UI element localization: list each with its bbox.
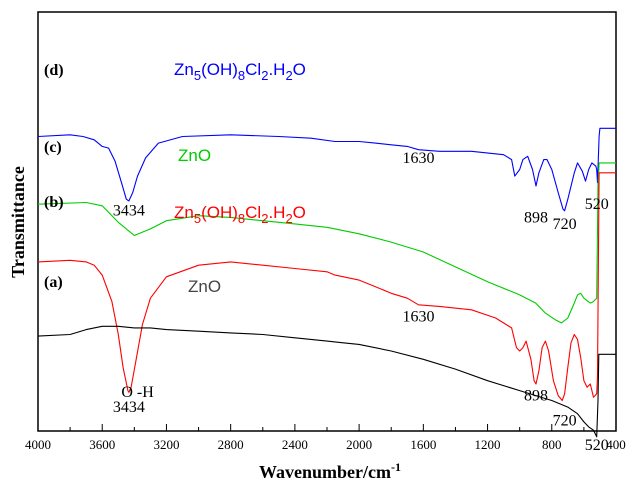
series-label-part: Cl (245, 203, 261, 222)
x-tick-label: 2400 (282, 437, 308, 452)
series-label: ZnO (178, 146, 211, 165)
series-label-part: Cl (245, 60, 261, 79)
series-line-1 (37, 162, 616, 324)
series-label-part: (OH) (201, 60, 238, 79)
series-label-part: 2 (285, 68, 292, 83)
series-label-part: O (293, 60, 306, 79)
series-label: Zn5(OH)8Cl2.H2O (174, 60, 306, 83)
x-axis-label-text: Wavenumber/cm (259, 462, 391, 482)
series-label-part: Zn (174, 60, 194, 79)
series-label-part: .H (268, 60, 285, 79)
series-label-part: .H (268, 203, 285, 222)
peak-label: 1630 (403, 150, 435, 167)
x-tick-label: 2800 (218, 437, 244, 452)
peak-label: 720 (553, 216, 577, 233)
x-axis-ticks: 4000 3600 3200 2800 2400 2000 1600 1200 800 400 (25, 424, 626, 452)
series-label: ZnO (188, 277, 221, 296)
peak-label: 720 (553, 412, 577, 429)
peak-label: O -H (121, 384, 154, 401)
series-label: Zn5(OH)8Cl2.H2O (174, 203, 306, 226)
x-tick-label: 400 (606, 437, 626, 452)
curve-tags: (d) (c) (b) (a) (44, 62, 64, 291)
series-label-part: 2 (285, 211, 292, 226)
x-axis-label-sup: -1 (391, 460, 401, 474)
x-tick-label: 1600 (410, 437, 436, 452)
series-lines (37, 127, 616, 438)
series-label-part: 8 (238, 211, 245, 226)
series-label-part: 5 (194, 211, 201, 226)
x-tick-label: 3600 (89, 437, 115, 452)
x-tick-label: 4000 (25, 437, 51, 452)
peak-label: 520 (585, 437, 609, 454)
peak-label: 520 (585, 196, 609, 213)
y-axis-label: Transmittance (8, 166, 28, 278)
series-label-part: 2 (261, 211, 268, 226)
peak-label: 1630 (403, 308, 435, 325)
peak-label: 3434 (113, 203, 145, 220)
x-axis-label: Wavenumber/cm-1 (259, 460, 401, 482)
series-label-part: Zn (174, 203, 194, 222)
curve-tag: (d) (44, 62, 64, 79)
series-line-0 (37, 127, 616, 212)
x-tick-label: 1200 (475, 437, 501, 452)
x-tick-label: 800 (542, 437, 562, 452)
series-line-3 (37, 325, 616, 438)
curve-tag: (b) (44, 194, 64, 211)
x-tick-label: 3200 (153, 437, 179, 452)
peak-label: 898 (524, 388, 548, 405)
curve-tag: (a) (44, 274, 63, 291)
series-label-part: 5 (194, 68, 201, 83)
series-line-2 (37, 172, 616, 402)
peak-label: 898 (524, 209, 548, 226)
x-tick-label: 2000 (346, 437, 372, 452)
series-label-part: (OH) (201, 203, 238, 222)
series-label-part: 2 (261, 68, 268, 83)
series-label-part: O (293, 203, 306, 222)
peak-label: 3434 (113, 399, 145, 416)
curve-tag: (c) (44, 139, 62, 156)
series-label-part: 8 (238, 68, 245, 83)
